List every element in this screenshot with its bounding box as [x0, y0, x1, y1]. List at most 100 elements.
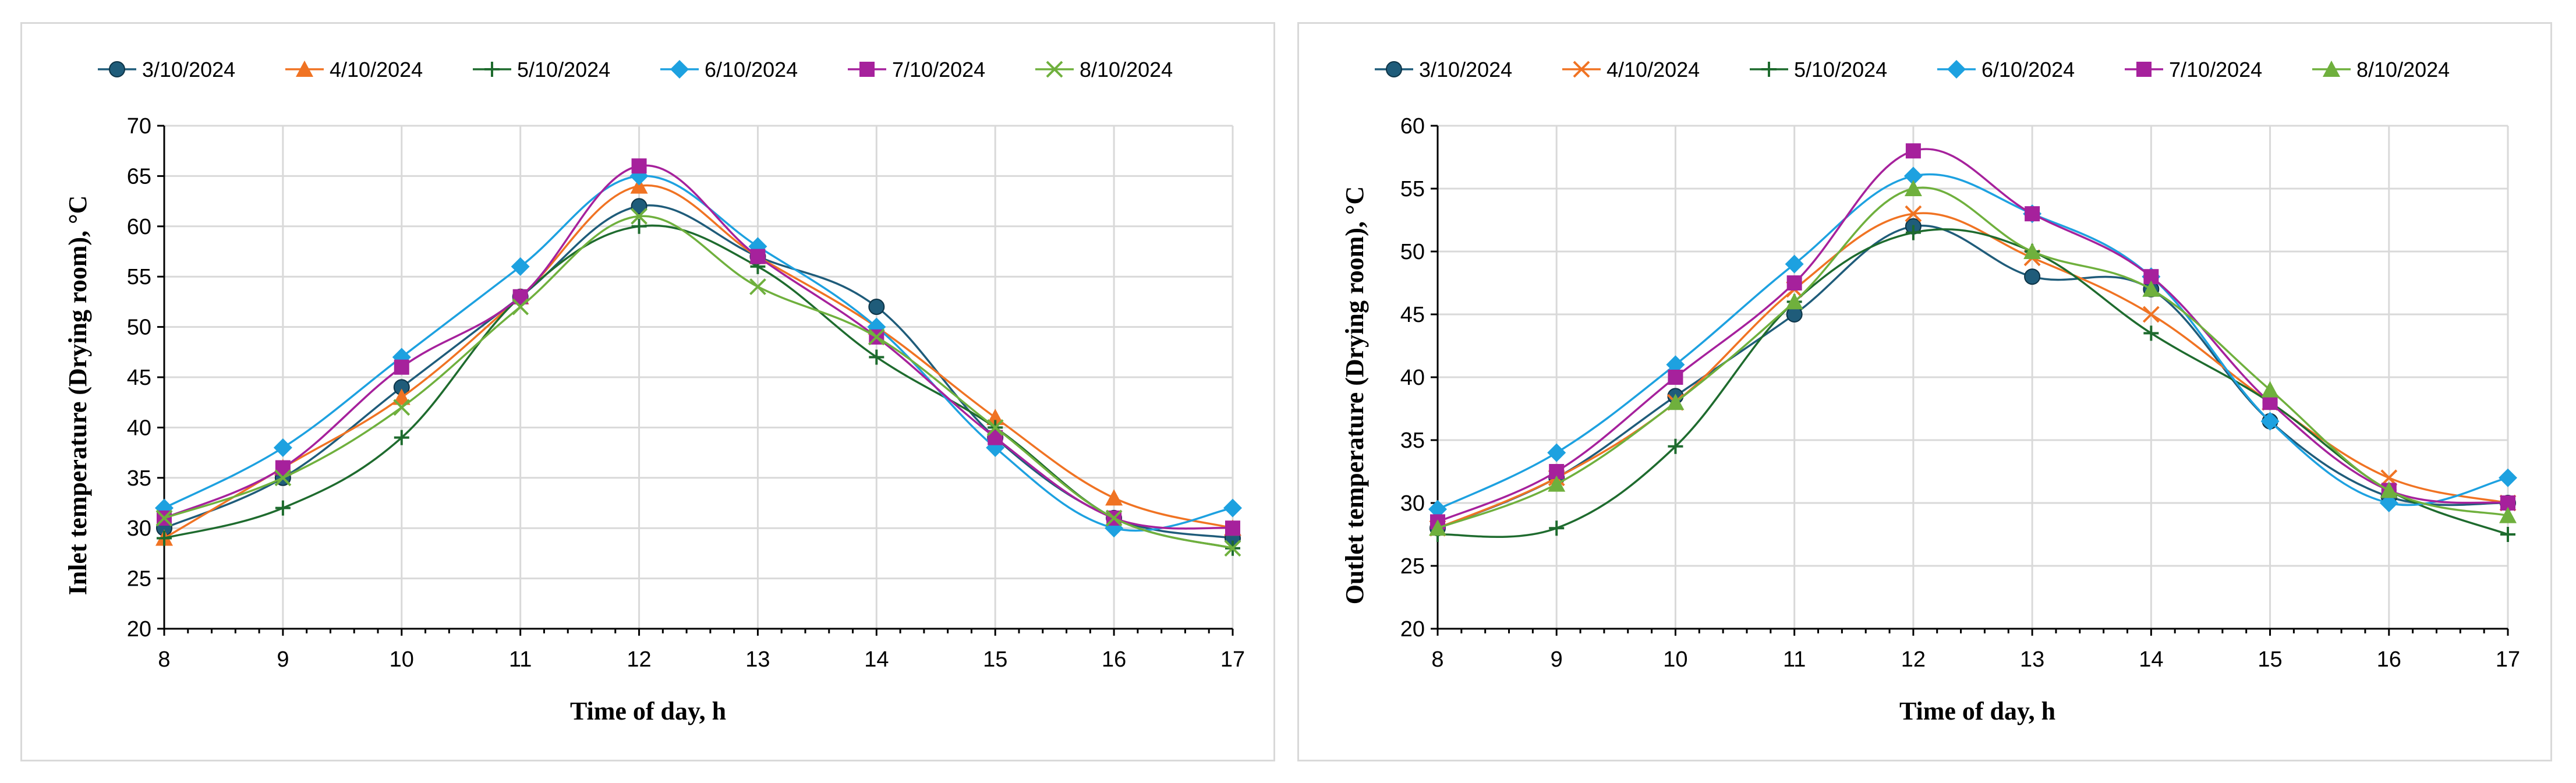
data-point [1668, 438, 1683, 454]
data-point [394, 359, 409, 375]
x-tick-label: 15 [2257, 647, 2282, 672]
legend-marker [109, 61, 125, 77]
legend-marker [859, 62, 875, 77]
legend-marker [1947, 60, 1966, 79]
legend-item: 3/10/2024 [1375, 58, 1512, 82]
x-tick-label: 9 [277, 647, 289, 672]
legend-marker [1573, 61, 1590, 78]
y-tick-label: 70 [127, 114, 151, 139]
y-tick-label: 40 [127, 416, 151, 440]
x-tick-label: 12 [1901, 647, 1926, 672]
legend-marker [1761, 62, 1777, 77]
legend-label: 5/10/2024 [517, 58, 610, 82]
data-point [1905, 143, 1921, 159]
series-line [164, 215, 1233, 550]
data-point [275, 500, 291, 516]
data-point [2380, 481, 2398, 498]
series-8-10-2024 [155, 208, 1241, 557]
x-tick-label: 12 [627, 647, 651, 672]
data-point [1905, 205, 1922, 222]
data-point [1105, 489, 1123, 506]
series-5-10-2024 [157, 218, 1240, 556]
data-point [1905, 225, 1921, 240]
legend-label: 7/10/2024 [2169, 58, 2262, 82]
series-7-10-2024 [157, 158, 1240, 536]
data-point [274, 469, 292, 487]
x-tick-label: 11 [1783, 647, 1806, 672]
series-4-10-2024 [155, 177, 1241, 546]
data-point [630, 177, 648, 194]
data-point [2142, 306, 2160, 323]
legend-item: 4/10/2024 [1562, 58, 1700, 82]
data-point [2024, 268, 2041, 285]
legend-item: 8/10/2024 [1035, 58, 1173, 82]
legend: 3/10/2024 4/10/2024 5/10/2024 6/10/2024 7/10… [98, 58, 1173, 82]
data-point [2261, 381, 2279, 398]
series-line [1437, 212, 2508, 529]
x-tick-label: 13 [2020, 647, 2044, 672]
data-point [1785, 254, 1804, 274]
y-tick-label: 20 [127, 617, 151, 642]
inlet-temperature-chart: 3/10/2024 4/10/2024 5/10/2024 6/10/2024 7/10… [63, 58, 1245, 725]
data-point [1224, 540, 1241, 557]
legend-label: 8/10/2024 [2356, 58, 2450, 82]
legend-item: 6/10/2024 [660, 58, 798, 82]
legend-label: 5/10/2024 [1794, 58, 1887, 82]
data-point [157, 530, 172, 546]
legend-item: 7/10/2024 [848, 58, 985, 82]
legend-label: 3/10/2024 [142, 58, 235, 82]
y-tick-label: 25 [127, 567, 151, 591]
legend-label: 3/10/2024 [1419, 58, 1512, 82]
y-tick-label: 35 [127, 466, 151, 491]
data-point [2025, 206, 2040, 222]
legend-marker [2136, 62, 2152, 77]
x-tick-label: 15 [983, 647, 1007, 672]
x-tick-label: 11 [509, 647, 532, 672]
x-tick-label: 13 [745, 647, 770, 672]
data-point [986, 419, 1004, 436]
data-point [1666, 355, 1685, 374]
data-point [2143, 325, 2159, 341]
data-point [986, 409, 1004, 426]
series-line [1437, 224, 2508, 529]
y-tick-label: 50 [127, 316, 151, 340]
legend-item: 7/10/2024 [2125, 58, 2262, 82]
data-point [1223, 498, 1242, 518]
x-tick-label: 16 [2377, 647, 2401, 672]
y-tick-label: 65 [127, 164, 151, 189]
y-tick-label: 30 [1400, 491, 1425, 516]
series-line [1437, 186, 2508, 529]
x-axis-title: Time of day, h [1899, 697, 2055, 725]
legend-marker [296, 61, 313, 77]
data-point [2499, 506, 2517, 523]
data-point [2500, 527, 2515, 542]
y-tick-label: 55 [127, 265, 151, 289]
legend-item: 8/10/2024 [2312, 58, 2450, 82]
axes [157, 125, 1234, 636]
x-axis-title: Time of day, h [570, 697, 726, 725]
legend: 3/10/2024 4/10/2024 5/10/2024 6/10/2024 7/10… [1375, 58, 2450, 82]
data-point [1785, 293, 1803, 310]
legend-label: 4/10/2024 [1607, 58, 1700, 82]
y-tick-label: 20 [1400, 617, 1425, 642]
data-point [1666, 394, 1685, 410]
legend-item: 6/10/2024 [1937, 58, 2075, 82]
y-axis-title: Outlet temperature (Drying room), °C [1340, 186, 1369, 605]
x-tick-label: 8 [158, 647, 170, 672]
data-point [631, 158, 647, 174]
legend-marker [2323, 61, 2340, 77]
data-point [1786, 275, 1802, 290]
legend-item: 4/10/2024 [285, 58, 423, 82]
data-point [631, 198, 647, 215]
series-line [164, 184, 1233, 539]
data-point [631, 208, 647, 225]
axes [1431, 125, 2509, 636]
y-tick-label: 55 [1400, 177, 1425, 201]
data-point [631, 218, 647, 234]
data-point [2023, 243, 2041, 259]
chart-panel-inlet: 3/10/2024 4/10/2024 5/10/2024 6/10/2024 7/10… [20, 22, 1275, 761]
y-tick-label: 45 [127, 366, 151, 390]
data-point [155, 509, 173, 527]
legend-item: 5/10/2024 [473, 58, 610, 82]
x-tick-label: 17 [2496, 647, 2520, 672]
